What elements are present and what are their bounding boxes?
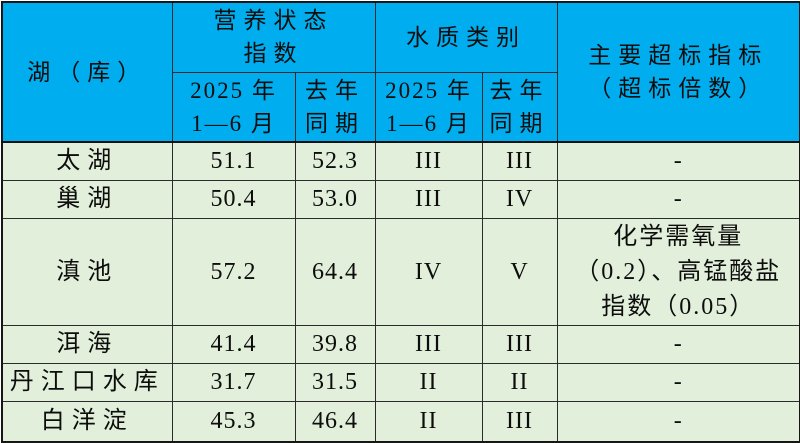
- cell-tsi-current: 45.3: [171, 400, 296, 443]
- table-row-dianchi: 滇池 57.2 64.4 IV V 化学需氧量 （0.2）、高锰酸盐 指数（0.…: [1, 217, 800, 327]
- header-exceed: 主要超标指标 （超标倍数）: [556, 1, 800, 143]
- cell-tsi-current: 57.2: [171, 217, 296, 327]
- cell-tsi-current: 31.7: [171, 363, 296, 402]
- cell-exceed: -: [556, 363, 800, 402]
- cell-tsi-current: 50.4: [171, 180, 296, 219]
- header-water-group: 水质类别: [374, 1, 558, 73]
- header-nutrition-period-last: 去年 同期: [294, 71, 376, 143]
- table-row-erhai: 洱海 41.4 39.8 III III -: [1, 325, 800, 365]
- cell-wq-last: III: [481, 141, 558, 182]
- header-water-period-last: 去年 同期: [481, 71, 558, 143]
- cell-lake-name: 巢湖: [1, 180, 173, 219]
- table-row-danjiangkou: 丹江口水库 31.7 31.5 II II -: [1, 363, 800, 402]
- cell-exceed: 化学需氧量 （0.2）、高锰酸盐 指数（0.05）: [556, 217, 800, 327]
- header-nutrition-group: 营养状态 指数: [171, 1, 376, 73]
- header-lake: 湖（库）: [1, 1, 173, 143]
- cell-tsi-last: 31.5: [294, 363, 376, 402]
- cell-lake-name: 白洋淀: [1, 400, 173, 443]
- cell-wq-current: II: [374, 363, 483, 402]
- cell-wq-current: IV: [374, 217, 483, 327]
- cell-wq-current: II: [374, 400, 483, 443]
- cell-tsi-current: 41.4: [171, 325, 296, 365]
- cell-wq-current: III: [374, 180, 483, 219]
- table-header: 湖（库） 营养状态 指数 水质类别 主要超标指标 （超标倍数） 2025 年 1…: [1, 1, 800, 143]
- cell-wq-last: III: [481, 400, 558, 443]
- cell-exceed: -: [556, 180, 800, 219]
- cell-wq-last: III: [481, 325, 558, 365]
- cell-tsi-last: 64.4: [294, 217, 376, 327]
- cell-exceed: -: [556, 141, 800, 182]
- cell-exceed: -: [556, 325, 800, 365]
- cell-wq-current: III: [374, 325, 483, 365]
- header-nutrition-period-current: 2025 年 1—6 月: [171, 71, 296, 143]
- table-body: 太湖 51.1 52.3 III III - 巢湖 50.4 53.0 III …: [1, 141, 800, 443]
- table-row-baiyangdian: 白洋淀 45.3 46.4 II III -: [1, 400, 800, 443]
- cell-exceed: -: [556, 400, 800, 443]
- cell-lake-name: 洱海: [1, 325, 173, 365]
- cell-wq-last: II: [481, 363, 558, 402]
- header-period-row: 2025 年 1—6 月 去年 同期 2025 年 1—6 月 去年 同期: [2, 71, 800, 143]
- cell-tsi-last: 39.8: [294, 325, 376, 365]
- cell-tsi-last: 46.4: [294, 400, 376, 443]
- cell-tsi-current: 51.1: [171, 141, 296, 182]
- cell-wq-current: III: [374, 141, 483, 182]
- cell-wq-last: IV: [481, 180, 558, 219]
- table-row-taihu: 太湖 51.1 52.3 III III -: [1, 141, 800, 182]
- cell-wq-last: V: [481, 217, 558, 327]
- cell-lake-name: 丹江口水库: [1, 363, 173, 402]
- cell-tsi-last: 52.3: [294, 141, 376, 182]
- header-group-row: 湖（库） 营养状态 指数 水质类别 主要超标指标 （超标倍数）: [1, 1, 800, 143]
- cell-lake-name: 滇池: [1, 217, 173, 327]
- cell-tsi-last: 53.0: [294, 180, 376, 219]
- cell-lake-name: 太湖: [1, 141, 173, 182]
- header-water-period-current: 2025 年 1—6 月: [374, 71, 483, 143]
- table-row-chaohu: 巢湖 50.4 53.0 III IV -: [1, 180, 800, 219]
